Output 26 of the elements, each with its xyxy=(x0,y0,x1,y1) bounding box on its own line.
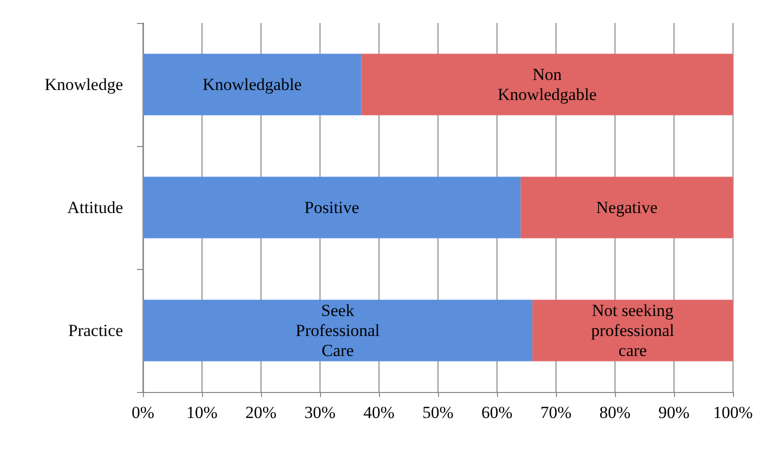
bar xyxy=(143,176,521,238)
data-label: Seek Professional Care xyxy=(296,301,380,360)
data-label: Non Knowledgable xyxy=(498,65,597,104)
bar xyxy=(520,176,733,238)
y-tick-label: Knowledge xyxy=(44,75,123,94)
x-tick-label: 20% xyxy=(245,403,277,422)
bar xyxy=(143,54,362,116)
data-label: Not seeking professional care xyxy=(591,301,675,360)
x-tick-label: 90% xyxy=(658,403,690,422)
data-label: Positive xyxy=(304,198,360,217)
x-tick-label: 10% xyxy=(186,403,218,422)
x-tick-label: 70% xyxy=(540,403,572,422)
y-tick-label: Practice xyxy=(68,321,123,340)
bar xyxy=(532,300,733,362)
x-tick-label: 30% xyxy=(304,403,336,422)
x-tick-label: 40% xyxy=(363,403,395,422)
bar xyxy=(361,54,733,116)
y-tick-label: Attitude xyxy=(67,198,123,217)
data-label: Negative xyxy=(596,198,658,217)
x-tick-label: 0% xyxy=(132,403,154,422)
x-tick-label: 60% xyxy=(481,403,513,422)
x-tick-label: 100% xyxy=(713,403,753,422)
bar xyxy=(143,300,532,362)
data-label: Knowledgable xyxy=(202,75,302,94)
x-tick-label: 80% xyxy=(599,403,631,422)
x-tick-label: 50% xyxy=(422,403,454,422)
